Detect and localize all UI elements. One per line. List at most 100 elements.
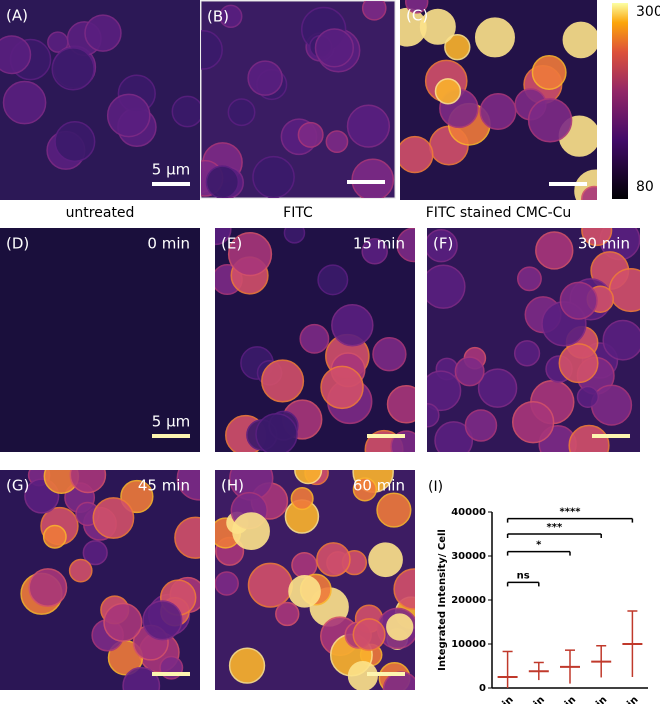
x-tick-label: 30 min [543,694,578,704]
panel-label: (B) [207,8,229,26]
panel-label: (D) [6,235,29,253]
cell [0,35,32,75]
time-label: 45 min [138,477,190,495]
cell [215,228,232,246]
colorbar [612,3,628,199]
cell [352,618,386,652]
cell [454,356,485,387]
y-tick-label: 0 [479,683,486,694]
cell [290,487,314,511]
cell [479,92,517,130]
x-tick-label: 60 min [606,694,641,704]
image-panel: (B) FITC [200,0,396,221]
cell [386,385,415,424]
cell [351,158,395,198]
cell [227,232,273,277]
cell [171,95,200,128]
image-panel: (G) 45 min [0,470,200,690]
cell [215,571,239,596]
cell [261,359,305,403]
cell [68,558,93,583]
cell [325,130,349,154]
cell [247,562,293,608]
cells [215,228,415,452]
cell [142,600,183,641]
cell [346,104,391,148]
y-tick-label: 30000 [451,551,486,562]
cell [516,266,542,292]
cells [400,0,597,200]
y-tick-label: 10000 [451,639,486,650]
cell [400,135,434,174]
x-tick-label: 45 min [575,694,610,704]
cell [372,337,407,372]
significance-label: ns [517,570,530,581]
significance-label: *** [547,522,563,533]
cell [382,671,415,690]
cell [288,575,321,608]
cell [219,4,243,29]
cell [477,368,518,408]
cell [247,60,283,96]
cells [0,14,200,170]
panel-label: (F) [433,235,453,253]
cell [347,660,378,690]
scale-bar [549,182,587,186]
chart-title: (I) [428,479,443,495]
cell [581,228,613,247]
cell [54,121,96,163]
scale-bar [592,434,630,438]
cell [255,413,298,452]
cell [427,264,466,309]
cell [122,666,161,690]
cells [20,470,200,690]
cell [474,17,515,58]
cell [227,98,256,127]
time-label: 0 min [147,235,190,253]
scale-bar [367,434,405,438]
cell [28,568,68,608]
cell [174,516,200,559]
image-panel: (H) 60 min [215,470,415,690]
cell [205,165,240,198]
cell [69,470,107,494]
scale-bar [152,434,190,438]
y-axis-label: Integrated Intensity/ Cell [437,529,448,671]
cell [590,384,633,426]
cell [376,492,412,528]
cell [82,540,108,566]
cell [608,268,640,313]
cell [283,228,306,244]
cell [176,470,200,501]
cell [228,647,266,684]
image-panel: (D) 0 min 5 µm [0,228,200,452]
image-panel: (C) FITC stained CMC-Cu [400,0,597,221]
panel-background [0,228,200,452]
cell [511,400,555,444]
cell [427,370,462,412]
panel-caption: FITC [283,205,313,221]
cell [434,78,462,105]
cell [320,365,364,410]
cell [419,8,456,45]
cell [558,343,599,384]
cells [427,228,640,452]
cell [559,281,598,320]
image-panel: (A) untreated 5 µm [0,0,200,221]
cell [294,470,323,485]
cell [386,613,414,641]
cells [215,470,415,690]
panel-label: (H) [221,477,244,495]
cell [297,121,324,148]
significance-label: * [536,540,542,551]
cell [42,524,67,549]
cell [232,512,270,551]
cell [396,228,415,263]
cell [602,319,640,361]
cell [581,185,597,200]
scale-label: 5 µm [152,161,190,179]
panel-caption: FITC stained CMC-Cu [426,205,572,221]
cell [531,55,567,90]
